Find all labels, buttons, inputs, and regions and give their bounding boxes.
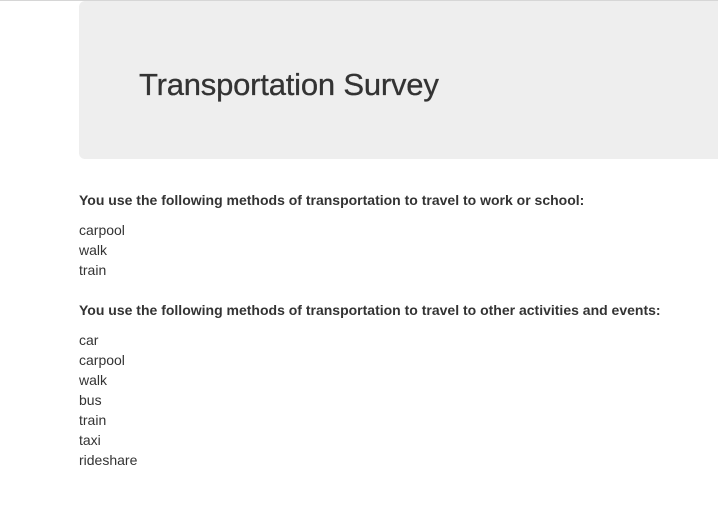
method-item: rideshare	[79, 452, 138, 468]
method-item: train	[79, 412, 107, 428]
method-item: car	[79, 332, 99, 348]
work-school-section: You use the following methods of transpo…	[79, 190, 699, 280]
work-school-method-list: carpool walk train	[79, 220, 699, 280]
method-item: train	[79, 262, 107, 278]
other-activities-heading: You use the following methods of transpo…	[79, 302, 661, 318]
page-title: Transportation Survey	[139, 67, 439, 102]
top-border	[0, 0, 718, 1]
method-item: walk	[79, 372, 108, 388]
method-item: taxi	[79, 432, 101, 448]
method-item: bus	[79, 392, 102, 408]
other-activities-method-list: car carpool walk bus train taxi rideshar…	[79, 330, 699, 470]
other-activities-section: You use the following methods of transpo…	[79, 300, 699, 470]
method-item: carpool	[79, 222, 125, 238]
header-banner: Transportation Survey	[79, 1, 718, 159]
method-item: carpool	[79, 352, 125, 368]
method-item: walk	[79, 242, 108, 258]
work-school-heading: You use the following methods of transpo…	[79, 192, 585, 208]
